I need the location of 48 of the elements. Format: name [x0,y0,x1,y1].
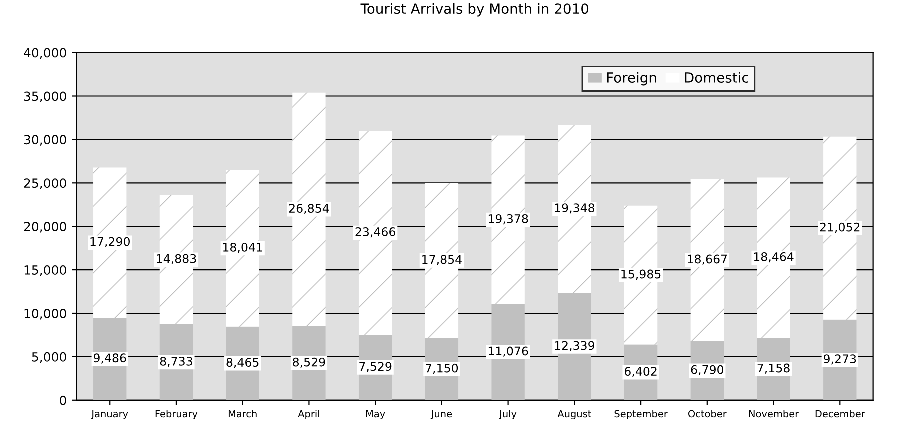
y-tick-label: 25,000 [24,178,66,190]
data-label: 15,985 [622,270,661,280]
y-tick-label: 40,000 [24,48,66,59]
data-label: 7,158 [758,364,790,374]
x-tick-label: April [298,410,320,420]
data-label: 23,466 [356,228,396,238]
data-label: 18,464 [754,252,794,263]
x-tick-label: September [614,410,668,420]
data-label: 19,348 [555,204,595,214]
data-label: 9,486 [94,354,126,364]
data-label: 18,041 [223,242,262,254]
data-label: 26,854 [289,204,330,214]
data-label: 17,290 [90,237,130,248]
y-tick-label: 15,000 [24,266,66,276]
data-label: 12,339 [555,341,594,352]
x-tick-label: May [366,410,386,420]
x-tick-label: November [749,410,800,418]
data-label: 8,733 [160,356,192,368]
x-tick-label: June [430,410,452,420]
data-label: 6,402 [624,367,657,378]
x-tick-label: December [816,410,866,418]
y-tick-label: 5,000 [32,352,66,364]
x-tick-label: February [156,410,198,420]
x-tick-label: January [91,410,128,420]
data-label: 7,150 [426,364,458,374]
x-tick-label: March [228,410,257,418]
data-label: 8,529 [293,358,326,368]
data-label: 21,052 [820,222,860,233]
data-label: 7,529 [360,362,392,372]
y-tick-label: 30,000 [24,135,66,146]
data-label: 18,667 [688,254,728,265]
data-label: 11,076 [488,346,528,357]
data-label: 8,465 [226,358,259,368]
data-label: 9,273 [824,354,856,365]
legend-label: Domestic [685,72,748,84]
legend-label: Foreign [607,72,656,86]
x-tick-label: October [688,410,727,418]
data-label: 6,790 [691,365,724,376]
chart-title: Tourist Arrivals by Month in 2010 [360,3,589,17]
x-tick-label: August [558,410,592,420]
data-label: 14,883 [157,254,196,264]
x-tick-label: July [499,410,517,420]
data-label: 19,378 [488,214,528,225]
data-label: 17,854 [422,255,462,266]
y-tick-label: 20,000 [24,222,66,233]
y-tick-label: 10,000 [24,308,66,320]
y-tick-label: 0 [60,396,66,406]
y-tick-label: 35,000 [24,92,66,102]
